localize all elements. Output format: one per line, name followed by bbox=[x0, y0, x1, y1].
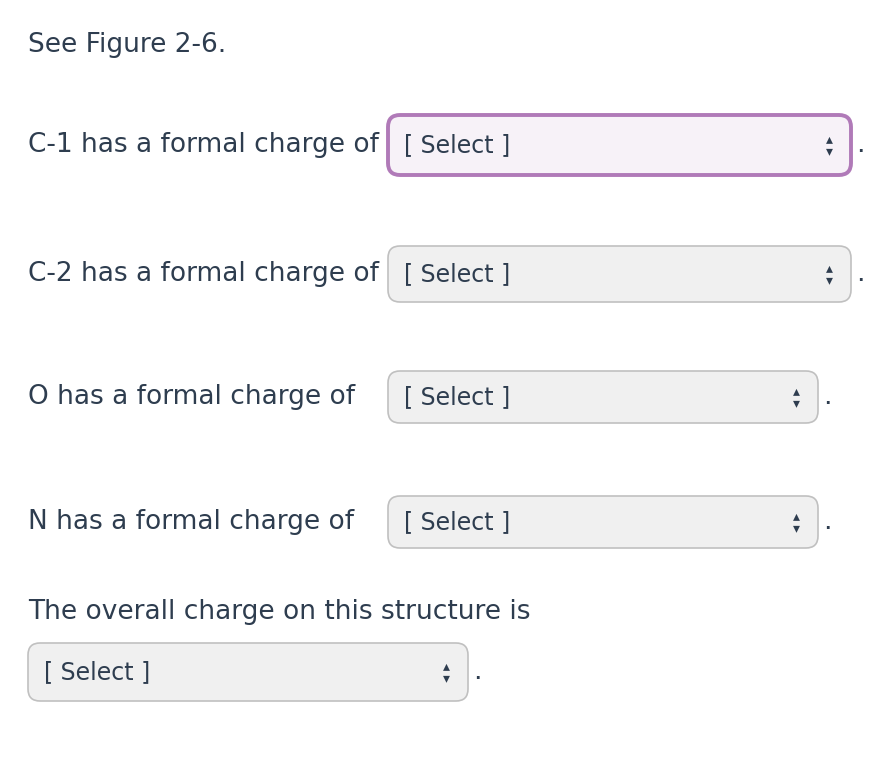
Text: .: . bbox=[823, 384, 832, 410]
Text: [ Select ]: [ Select ] bbox=[44, 660, 150, 684]
Text: ▴: ▴ bbox=[826, 132, 833, 146]
Text: O has a formal charge of: O has a formal charge of bbox=[28, 384, 355, 410]
Text: ▴: ▴ bbox=[792, 384, 799, 398]
Text: ▾: ▾ bbox=[792, 521, 799, 535]
Text: ▴: ▴ bbox=[826, 261, 833, 275]
Text: N has a formal charge of: N has a formal charge of bbox=[28, 509, 354, 535]
Text: .: . bbox=[823, 509, 832, 535]
FancyBboxPatch shape bbox=[28, 643, 468, 701]
Text: See Figure 2-6.: See Figure 2-6. bbox=[28, 32, 226, 58]
FancyBboxPatch shape bbox=[388, 246, 851, 302]
Text: .: . bbox=[856, 261, 865, 287]
Text: ▾: ▾ bbox=[792, 396, 799, 410]
Text: [ Select ]: [ Select ] bbox=[404, 133, 510, 157]
Text: C-2 has a formal charge of: C-2 has a formal charge of bbox=[28, 261, 379, 287]
FancyBboxPatch shape bbox=[388, 371, 818, 423]
Text: [ Select ]: [ Select ] bbox=[404, 385, 510, 409]
Text: ▴: ▴ bbox=[792, 509, 799, 523]
Text: ▾: ▾ bbox=[826, 273, 833, 287]
Text: ▾: ▾ bbox=[826, 144, 833, 158]
Text: The overall charge on this structure is: The overall charge on this structure is bbox=[28, 599, 530, 625]
Text: [ Select ]: [ Select ] bbox=[404, 262, 510, 286]
Text: ▴: ▴ bbox=[443, 659, 449, 673]
FancyBboxPatch shape bbox=[388, 115, 851, 175]
Text: C-1 has a formal charge of: C-1 has a formal charge of bbox=[28, 132, 379, 158]
Text: .: . bbox=[856, 132, 865, 158]
Text: .: . bbox=[473, 659, 482, 685]
Text: [ Select ]: [ Select ] bbox=[404, 510, 510, 534]
FancyBboxPatch shape bbox=[388, 496, 818, 548]
Text: ▾: ▾ bbox=[443, 671, 449, 685]
